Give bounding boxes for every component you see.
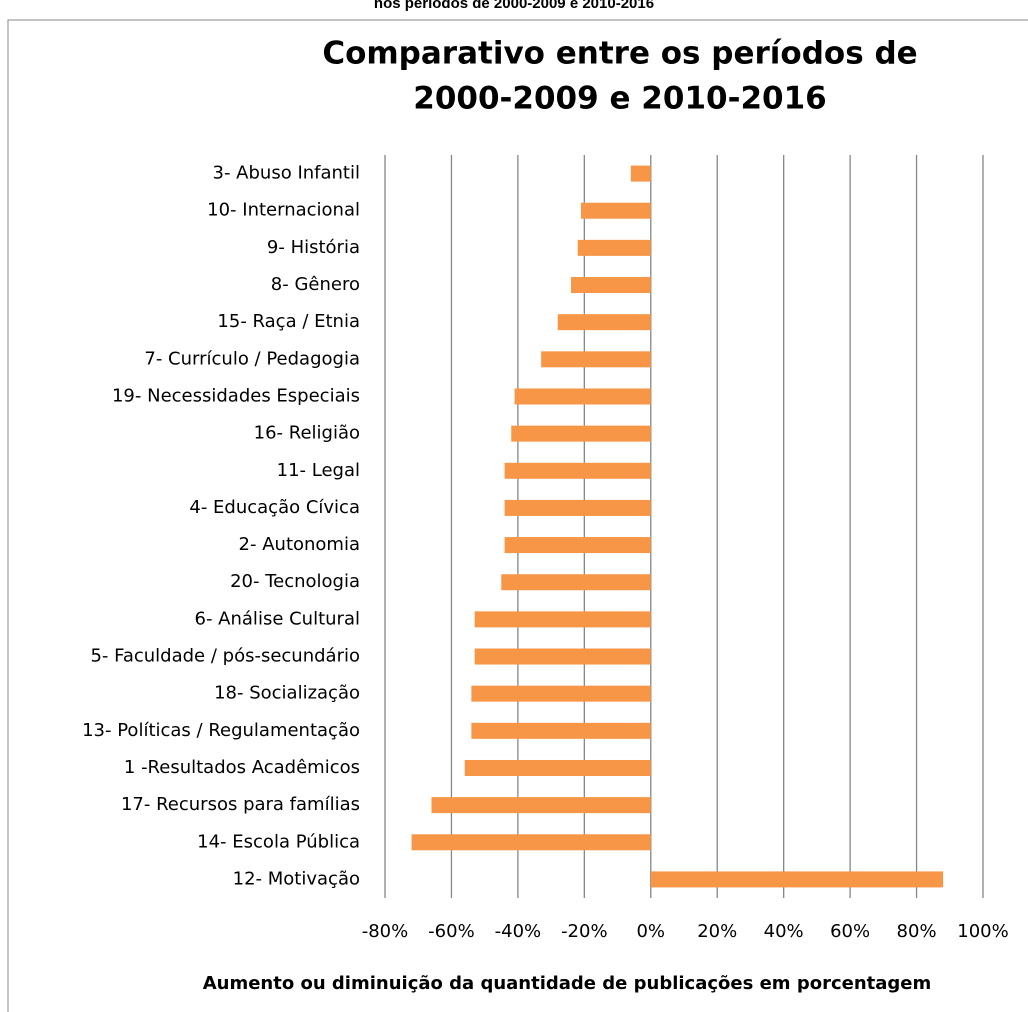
bar (650, 871, 944, 888)
x-tick-label: 100% (957, 921, 1008, 942)
y-tick-label: 13- Políticas / Regulamentação (82, 720, 360, 741)
y-tick-label: 2- Autonomia (239, 534, 360, 555)
x-tick-label: 80% (897, 921, 937, 942)
y-tick-label: 4- Educação Cívica (189, 497, 360, 518)
y-tick-label: 7- Currículo / Pedagogia (144, 348, 360, 369)
bar (504, 537, 651, 554)
chart-title: 2000-2009 e 2010-2016 (413, 81, 826, 117)
x-tick-label: 40% (764, 921, 804, 942)
y-tick-label: 12- Motivação (233, 868, 360, 889)
caption: nos períodos de 2000-2009 e 2010-2016 (374, 0, 654, 12)
x-tick-label: -40% (495, 921, 542, 942)
bar (504, 462, 651, 479)
y-tick-label: 15- Raça / Etnia (217, 311, 360, 332)
x-axis-label: Aumento ou diminuição da quantidade de p… (203, 973, 932, 994)
bar (504, 499, 651, 516)
bar (577, 239, 651, 256)
bar (557, 314, 651, 331)
bar (511, 425, 651, 442)
bar (431, 797, 651, 814)
y-tick-label: 1 -Resultados Acadêmicos (124, 757, 360, 778)
bar (474, 611, 651, 628)
bar (514, 388, 651, 405)
bar (630, 165, 651, 182)
y-tick-label: 19- Necessidades Especiais (112, 385, 360, 406)
x-tick-label: -80% (362, 921, 409, 942)
bar (581, 202, 651, 219)
y-tick-label: 8- Gênero (271, 274, 360, 295)
x-tick-label: 0% (636, 921, 665, 942)
bar (571, 277, 651, 294)
bar (411, 834, 651, 851)
x-tick-label: -20% (561, 921, 608, 942)
bar (474, 648, 651, 665)
y-tick-label: 16- Religião (254, 423, 360, 444)
bar (541, 351, 651, 368)
bar (501, 574, 651, 591)
y-tick-label: 17- Recursos para famílias (121, 794, 360, 815)
y-tick-label: 9- História (267, 237, 360, 258)
y-tick-label: 6- Análise Cultural (195, 608, 360, 629)
bar (471, 722, 651, 739)
chart-title: Comparativo entre os períodos de (322, 36, 917, 72)
x-tick-label: 20% (697, 921, 737, 942)
y-tick-label: 10- Internacional (207, 200, 360, 221)
y-tick-label: 11- Legal (277, 460, 360, 481)
bar (471, 685, 651, 702)
y-tick-label: 5- Faculdade / pós-secundário (90, 646, 360, 667)
y-tick-label: 3- Abuso Infantil (213, 163, 360, 184)
bar (464, 759, 651, 776)
x-tick-label: -60% (428, 921, 475, 942)
y-tick-label: 18- Socialização (214, 683, 360, 704)
y-tick-label: 20- Tecnologia (230, 571, 360, 592)
x-tick-label: 60% (830, 921, 870, 942)
y-tick-label: 14- Escola Pública (197, 831, 360, 852)
frame (7, 19, 1028, 1012)
